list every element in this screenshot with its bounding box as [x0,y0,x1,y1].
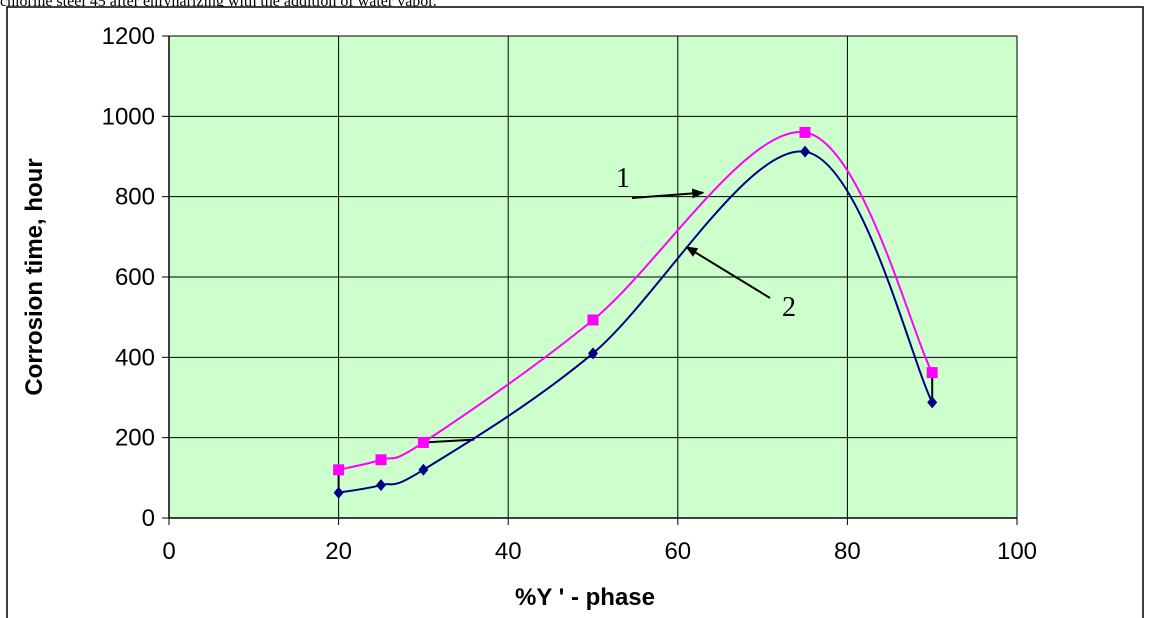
series-1-point [587,314,599,326]
x-tick-label: 0 [162,538,175,565]
x-tick-label: 80 [834,538,861,565]
y-tick-label: 0 [142,505,155,532]
series-1-point [333,464,345,476]
series-2-point [800,145,810,158]
series-2-point [418,463,429,476]
annotation-label-2: 2 [782,292,796,323]
x-tick-label: 100 [997,538,1037,565]
y-tick-label: 600 [115,264,155,291]
y-tick-label: 800 [115,184,155,211]
x-tick-label: 20 [325,538,352,565]
chart-caption: chlorine steel 45 after enfynarizing wit… [0,0,437,10]
y-tick-label: 400 [115,344,155,371]
series-1-point [799,126,811,138]
annotation-arrow-2 [685,246,771,299]
y-tick-label: 200 [115,425,155,452]
connector-line [423,438,475,444]
x-tick-label: 40 [495,538,522,565]
annotation-label-1: 1 [616,163,630,194]
y-tick-label: 1000 [102,103,155,130]
series-2-point [927,396,938,409]
series-2-point [333,486,344,499]
data-series [333,126,938,499]
series-2-point [376,479,386,492]
axes: 0 200 400 600 800 1000 1200 0 20 40 60 80 100 [102,23,1037,565]
x-axis-title: %Y ' - phase [515,584,655,611]
y-tick-label: 1200 [102,23,155,50]
annotations: 12 [616,163,796,323]
series-1-point [926,367,938,379]
annotation-arrow-1 [631,188,705,199]
x-tick-label: 60 [664,538,691,565]
y-axis-title: Corrosion time, hour [21,158,48,395]
series-1-point [417,436,429,448]
series-2-point [588,347,598,360]
series-1-point [375,454,387,466]
